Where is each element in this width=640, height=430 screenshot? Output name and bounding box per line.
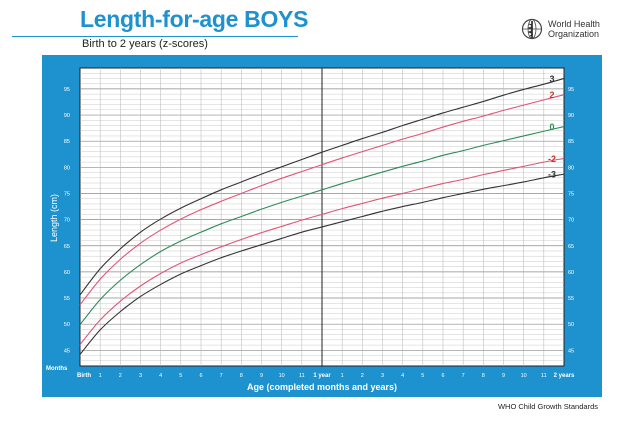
y-tick-label-left: 75 bbox=[64, 191, 70, 197]
y-tick-label-right: 60 bbox=[568, 270, 574, 276]
x-tick-label: 4 bbox=[159, 373, 162, 379]
x-tick-label: 9 bbox=[502, 373, 505, 379]
z-score-curve bbox=[79, 126, 565, 326]
x-tick-label: 11 bbox=[541, 373, 547, 379]
months-label: Months bbox=[46, 366, 68, 372]
x-tick-label: 2 bbox=[119, 373, 122, 379]
x-tick-label: 2 years bbox=[554, 373, 575, 379]
z-score-curve bbox=[79, 94, 565, 306]
x-tick-label: 6 bbox=[441, 373, 444, 379]
y-tick-label-right: 90 bbox=[568, 113, 574, 119]
chart-title: Length-for-age BOYS bbox=[80, 6, 309, 32]
y-tick-label-left: 45 bbox=[64, 348, 70, 354]
x-tick-label: 1 bbox=[341, 373, 344, 379]
x-tick-label: 5 bbox=[421, 373, 424, 379]
y-tick-label-left: 55 bbox=[64, 296, 70, 302]
y-tick-label-right: 50 bbox=[568, 322, 574, 328]
y-tick-label-right: 95 bbox=[568, 87, 574, 93]
y-axis-label: Length (cm) bbox=[49, 194, 59, 242]
z-score-label: 2 bbox=[549, 90, 554, 100]
y-tick-label-left: 70 bbox=[64, 218, 70, 224]
y-tick-label-right: 55 bbox=[568, 296, 574, 302]
x-tick-label: 3 bbox=[139, 373, 142, 379]
z-score-label: -3 bbox=[548, 170, 556, 180]
org-name-line1: World Health bbox=[548, 19, 600, 29]
title-underline bbox=[12, 36, 298, 37]
x-tick-label: Birth bbox=[77, 373, 91, 379]
y-tick-label-left: 60 bbox=[64, 270, 70, 276]
z-score-curve bbox=[79, 157, 565, 345]
z-score-label: 0 bbox=[549, 122, 554, 132]
y-tick-label-right: 45 bbox=[568, 348, 574, 354]
x-tick-label: 6 bbox=[199, 373, 202, 379]
y-tick-label-left: 95 bbox=[64, 87, 70, 93]
y-tick-label-left: 90 bbox=[64, 113, 70, 119]
z-score-label: 3 bbox=[549, 74, 554, 84]
y-tick-label-left: 50 bbox=[64, 322, 70, 328]
grid-layer bbox=[80, 68, 564, 366]
y-tick-label-right: 80 bbox=[568, 165, 574, 171]
curve-layer bbox=[79, 77, 565, 355]
x-tick-label: 10 bbox=[521, 373, 527, 379]
x-tick-label: 7 bbox=[462, 373, 465, 379]
who-emblem-icon bbox=[521, 18, 543, 40]
x-tick-label: 11 bbox=[299, 373, 305, 379]
x-tick-label: 10 bbox=[279, 373, 285, 379]
org-name-line2: Organization bbox=[548, 29, 600, 39]
z-score-curve bbox=[79, 173, 565, 355]
x-tick-label: 5 bbox=[179, 373, 182, 379]
x-tick-label: 8 bbox=[240, 373, 243, 379]
x-tick-label: 1 year bbox=[313, 373, 331, 379]
x-axis-label: Age (completed months and years) bbox=[247, 382, 397, 392]
y-tick-label-left: 80 bbox=[64, 165, 70, 171]
footer-credit: WHO Child Growth Standards bbox=[497, 402, 598, 411]
z-score-curve bbox=[79, 77, 565, 296]
y-tick-label-left: 65 bbox=[64, 244, 70, 250]
x-tick-label: 4 bbox=[401, 373, 404, 379]
x-tick-label: 8 bbox=[482, 373, 485, 379]
y-tick-label-right: 65 bbox=[568, 244, 574, 250]
x-tick-label: 2 bbox=[361, 373, 364, 379]
y-tick-label-right: 75 bbox=[568, 191, 574, 197]
x-tick-label: 1 bbox=[99, 373, 102, 379]
y-tick-label-left: 85 bbox=[64, 139, 70, 145]
who-organization-name: World Health Organization bbox=[548, 19, 600, 39]
y-tick-label-right: 85 bbox=[568, 139, 574, 145]
x-tick-label: 9 bbox=[260, 373, 263, 379]
curve-label-layer: 3 2 0 -2 -3 bbox=[548, 74, 556, 180]
x-tick-label: 3 bbox=[381, 373, 384, 379]
z-score-label: -2 bbox=[548, 154, 556, 164]
x-tick-label: 7 bbox=[220, 373, 223, 379]
y-tick-label-right: 70 bbox=[568, 218, 574, 224]
chart-subtitle: Birth to 2 years (z-scores) bbox=[82, 38, 208, 50]
